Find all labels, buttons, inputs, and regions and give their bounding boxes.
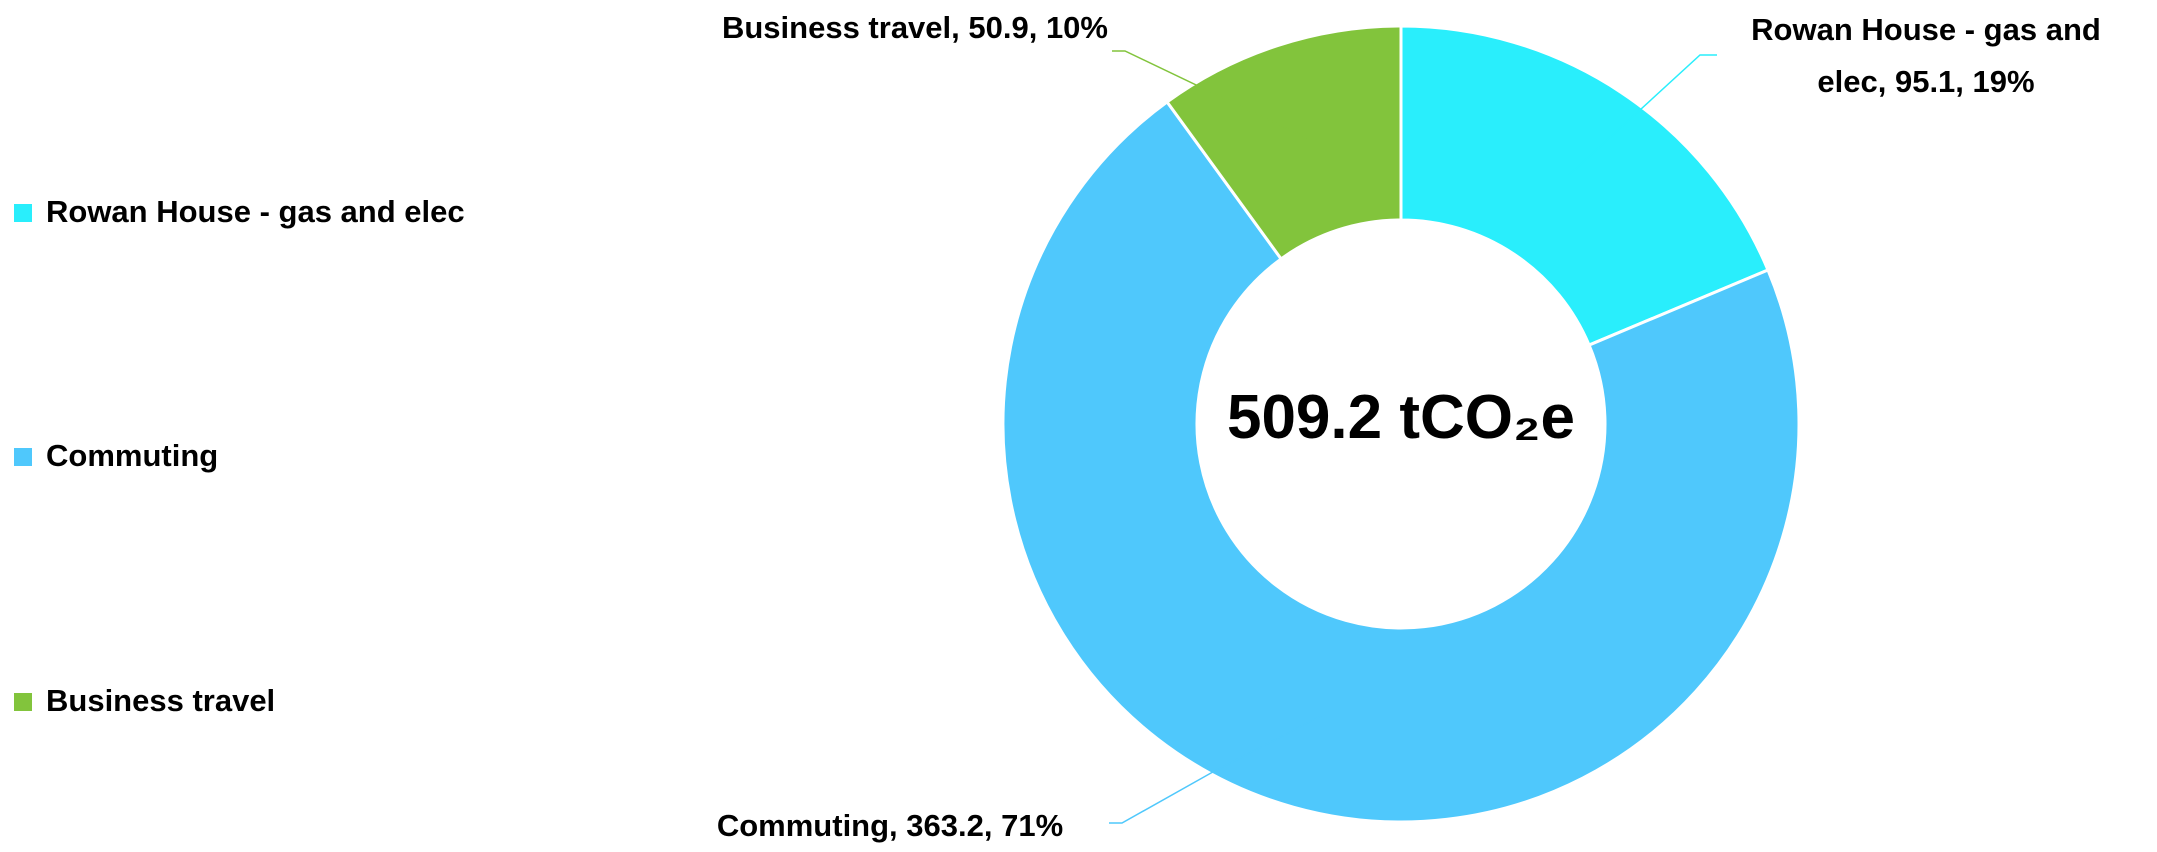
- data-label: Business travel, 50.9, 10%: [721, 10, 1108, 45]
- legend-label: Rowan House - gas and elec: [46, 194, 465, 229]
- legend-swatch: [14, 448, 32, 466]
- data-label: Commuting, 363.2, 71%: [716, 808, 1064, 843]
- legend-label: Business travel: [46, 683, 276, 718]
- leader-line: [1568, 54, 1717, 176]
- leader-line: [1112, 50, 1308, 139]
- donut-slice: [1001, 99, 1801, 824]
- legend-swatch: [14, 693, 32, 711]
- legend-label: Commuting: [46, 438, 219, 473]
- center-label: 509.2 tCO₂e: [1226, 383, 1576, 452]
- donut-slice: [1165, 24, 1403, 262]
- donut-slice: [1399, 24, 1770, 348]
- leader-line: [1109, 715, 1322, 824]
- legend-swatch: [14, 204, 32, 222]
- data-label: Rowan House - gas and elec, 95.1, 19%: [1751, 12, 2101, 99]
